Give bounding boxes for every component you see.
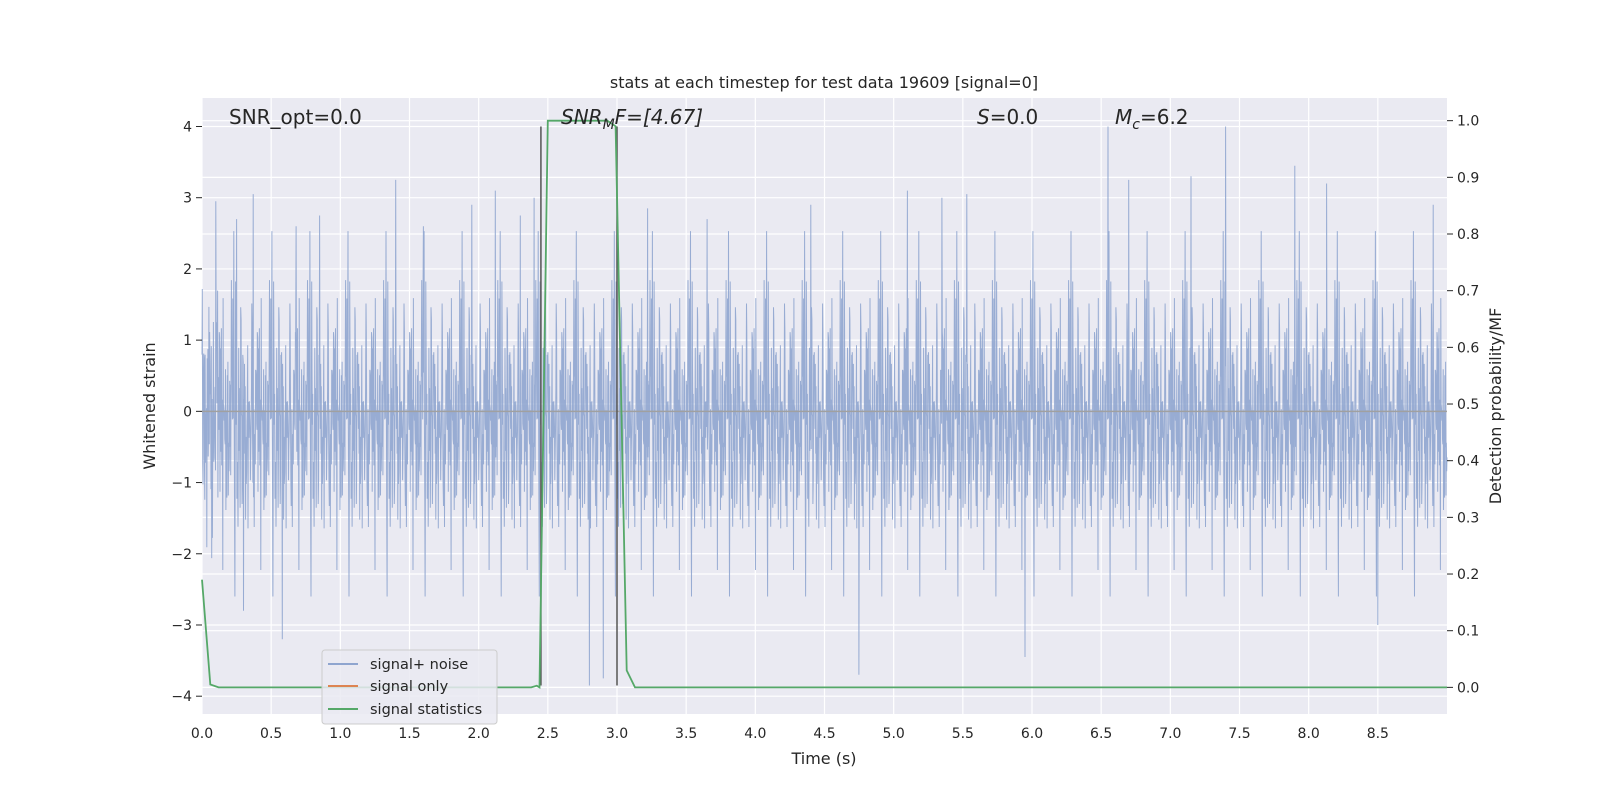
signal-noise-line — [201, 126, 1448, 686]
y-right-tick-label: 0.9 — [1457, 170, 1479, 186]
x-tick-label: 5.5 — [952, 726, 974, 742]
y-right-tick-label: 1.0 — [1457, 114, 1479, 130]
y-tick-label: 1 — [183, 333, 192, 349]
snr-mf-main: SNR — [561, 105, 603, 129]
y-tick-labels: 4 3 2 1 0 −1 −2 −3 −4 — [171, 119, 202, 705]
s-rest: =0.0 — [990, 105, 1039, 129]
x-tick-labels: 0.0 0.5 1.0 1.5 2.0 2.5 3.0 3.5 4.0 4.5 5.0 5.5 6.0 6… — [191, 726, 1389, 742]
y-right-tick-label: 0.5 — [1457, 397, 1479, 413]
y-axis-label: Whitened strain — [140, 342, 159, 469]
y-right-tick-label: 0.7 — [1457, 284, 1479, 300]
chart-title: stats at each timestep for test data 196… — [610, 73, 1038, 92]
series-overlay — [201, 119, 1447, 690]
y-tick-label: 0 — [183, 404, 192, 420]
y-right-tick-label: 0.2 — [1457, 567, 1479, 583]
annotation-mc: Mc=6.2 — [1115, 105, 1189, 133]
series-signal-noise — [201, 126, 1448, 686]
x-tick-label: 3.0 — [606, 726, 628, 742]
x-tick-label: 1.5 — [398, 726, 420, 742]
annotation-s: S=0.0 — [977, 105, 1038, 129]
s-main: S — [977, 105, 990, 129]
x-tick-label: 2.5 — [537, 726, 559, 742]
y-right-tick-label: 0.1 — [1457, 624, 1479, 640]
y-right-tick-label: 0.8 — [1457, 227, 1479, 243]
x-axis-label: Time (s) — [790, 749, 856, 768]
annotation-snr-opt: SNR_opt=0.0 — [229, 105, 362, 129]
signal-statistics-line — [201, 119, 1447, 690]
x-tick-label: 5.0 — [883, 726, 905, 742]
grid-lines — [201, 98, 1447, 714]
mc-subscript: c — [1132, 117, 1140, 133]
snr-mf-subscript: M — [603, 117, 615, 133]
legend: signal+ noise signal only signal statist… — [321, 649, 498, 725]
x-tick-label: 7.5 — [1228, 726, 1250, 742]
y-right-tick-label: 0.0 — [1457, 680, 1479, 696]
x-tick-label: 6.5 — [1090, 726, 1112, 742]
legend-label-signal-statistics: signal statistics — [370, 702, 482, 718]
legend-label-signal-only: signal only — [370, 679, 449, 695]
x-tick-label: 4.0 — [744, 726, 766, 742]
snr-mf-rest: F=[4.67] — [615, 105, 703, 129]
x-tick-label: 0.0 — [191, 726, 213, 742]
y-tick-label: 2 — [183, 262, 192, 278]
x-tick-label: 8.5 — [1367, 726, 1389, 742]
x-tick-label: 1.0 — [329, 726, 351, 742]
x-tick-label: 2.0 — [468, 726, 490, 742]
y-right-tick-label: 0.6 — [1457, 340, 1479, 356]
y-right-tick-label: 0.3 — [1457, 510, 1479, 526]
x-tick-label: 3.5 — [675, 726, 697, 742]
y-tick-label: −3 — [171, 618, 192, 634]
y-tick-label: −4 — [171, 689, 192, 705]
y-tick-label: 4 — [183, 119, 192, 135]
y-tick-label: −2 — [171, 547, 192, 563]
legend-label-signal-noise: signal+ noise — [370, 657, 468, 673]
y-tick-labels-right: 1.0 0.9 0.8 0.7 0.6 0.5 0.4 0.3 0.2 0.1 0.0 — [1447, 114, 1479, 696]
mc-rest: =6.2 — [1140, 105, 1189, 129]
x-tick-label: 0.5 — [260, 726, 282, 742]
y-right-tick-label: 0.4 — [1457, 454, 1479, 470]
legend-box — [321, 649, 498, 725]
x-tick-label: 4.5 — [813, 726, 835, 742]
x-tick-label: 8.0 — [1298, 726, 1320, 742]
y-tick-label: −1 — [171, 476, 192, 492]
mc-main: M — [1115, 105, 1132, 129]
x-tick-label: 7.0 — [1159, 726, 1181, 742]
y-tick-label: 3 — [183, 191, 192, 207]
annotation-snr-mf: SNRMF=[4.67] — [561, 105, 703, 133]
x-tick-label: 6.0 — [1021, 726, 1043, 742]
y-axis-label-right: Detection probability/MF — [1486, 308, 1505, 505]
